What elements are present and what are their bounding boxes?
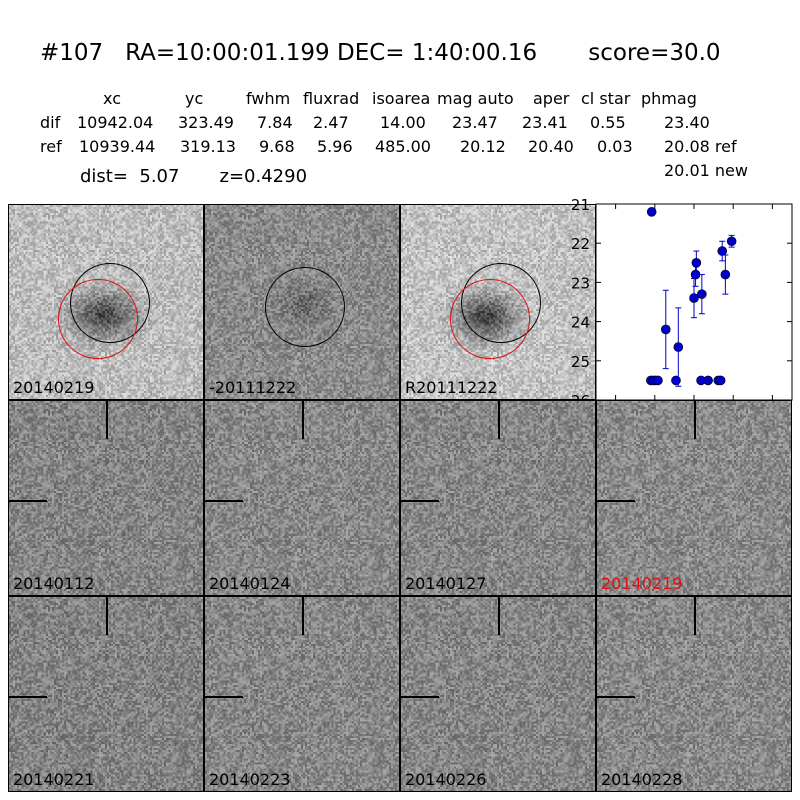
y-tick-label: 21 xyxy=(571,196,590,214)
panel-label: -20111222 xyxy=(209,378,297,397)
dif-fwhm: 7.84 xyxy=(257,113,293,132)
panel-label: 20140226 xyxy=(405,770,487,789)
data-point xyxy=(671,375,681,386)
crosshair-vertical xyxy=(694,597,696,635)
col-header-mag-auto: mag auto xyxy=(437,89,514,108)
epoch-stamp: 20140223 xyxy=(204,596,400,792)
panel-label: 20140228 xyxy=(601,770,683,789)
dif-xc: 10942.04 xyxy=(77,113,154,132)
ref-xc: 10939.44 xyxy=(79,137,156,156)
ref-aper: 20.40 xyxy=(528,137,574,156)
ref-phmag: 20.08 ref xyxy=(664,137,737,156)
crosshair-vertical xyxy=(106,597,108,635)
dif-yc: 323.49 xyxy=(178,113,234,132)
col-header-cl-star: cl star xyxy=(581,89,631,108)
stamp-image xyxy=(597,401,791,595)
epoch-stamp: 20140112 xyxy=(8,400,204,596)
panel-label: 20140124 xyxy=(209,574,291,593)
data-point xyxy=(646,207,657,217)
detection-circle xyxy=(265,267,345,347)
epoch-stamp: 20140124 xyxy=(204,400,400,596)
col-header-isoarea: isoarea xyxy=(372,89,431,108)
crosshair-vertical xyxy=(694,401,696,439)
data-point xyxy=(697,289,707,299)
ref-mag-auto: 20.12 xyxy=(460,137,506,156)
host-circle xyxy=(450,279,530,359)
dist-redshift-line: dist= 5.07 z=0.4290 xyxy=(80,166,308,187)
col-header-yc: yc xyxy=(185,89,204,108)
dif-cl-star: 0.55 xyxy=(590,113,626,132)
col-header-xc: xc xyxy=(103,89,121,108)
col-header-phmag: phmag xyxy=(641,89,697,108)
data-point xyxy=(691,257,702,268)
data-point xyxy=(689,293,699,303)
crosshair-vertical xyxy=(302,401,304,439)
candidate-title: #107 RA=10:00:01.199 DEC= 1:40:00.16 sco… xyxy=(40,40,721,66)
crosshair-horizontal xyxy=(9,696,47,698)
crosshair-vertical xyxy=(106,401,108,439)
crosshair-vertical xyxy=(302,597,304,635)
col-header-fluxrad: fluxrad xyxy=(303,89,360,108)
stamp-image xyxy=(9,401,203,595)
panel-label: 20140223 xyxy=(209,770,291,789)
dif-aper: 23.41 xyxy=(522,113,568,132)
data-point xyxy=(703,375,713,386)
crosshair-horizontal xyxy=(401,696,439,698)
panel-label: 20140221 xyxy=(13,770,95,789)
epoch-stamp: 20140228 xyxy=(596,596,792,792)
ref-yc: 319.13 xyxy=(180,137,236,156)
row-label-ref: ref xyxy=(40,137,62,156)
row-label-dif: dif xyxy=(40,113,61,132)
stamp-reference-image: R20111222 xyxy=(400,204,596,400)
data-point xyxy=(653,375,663,386)
ref-cl-star: 0.03 xyxy=(597,137,633,156)
stamp-new-image: 20140219 xyxy=(8,204,204,400)
dif-phmag: 23.40 xyxy=(664,113,710,132)
stamp-image xyxy=(205,401,399,595)
epoch-stamp: 20140226 xyxy=(400,596,596,792)
panel-label: 20140112 xyxy=(13,574,95,593)
y-tick-label: 24 xyxy=(571,314,590,332)
ref-fwhm: 9.68 xyxy=(259,137,295,156)
panel-label-highlighted: 20140219 xyxy=(601,574,683,593)
panel-label: 20140127 xyxy=(405,574,487,593)
data-point xyxy=(673,342,684,352)
epoch-stamp-current: 20140219 xyxy=(596,400,792,596)
y-tick-label: 25 xyxy=(571,353,590,371)
y-tick-label: 22 xyxy=(571,235,590,253)
crosshair-horizontal xyxy=(597,500,635,502)
dif-fluxrad: 2.47 xyxy=(313,113,349,132)
ref-isoarea: 485.00 xyxy=(375,137,431,156)
data-point xyxy=(660,324,671,335)
panel-label: R20111222 xyxy=(405,378,498,397)
dif-mag-auto: 23.47 xyxy=(452,113,498,132)
epoch-stamp: 20140221 xyxy=(8,596,204,792)
data-point xyxy=(717,246,728,256)
dif-isoarea: 14.00 xyxy=(380,113,426,132)
host-circle xyxy=(58,279,138,359)
data-point xyxy=(715,375,726,386)
crosshair-horizontal xyxy=(401,500,439,502)
stamp-difference-image: -20111222 xyxy=(204,204,400,400)
data-point xyxy=(726,236,737,247)
new-phmag: 20.01 new xyxy=(664,161,748,180)
data-point xyxy=(720,269,731,280)
crosshair-horizontal xyxy=(205,500,243,502)
col-header-aper: aper xyxy=(533,89,570,108)
y-tick-label: 23 xyxy=(571,274,590,292)
epoch-stamp: 20140127 xyxy=(400,400,596,596)
light-curve-panel: 212223242526−100−50050100 xyxy=(571,196,793,424)
ref-fluxrad: 5.96 xyxy=(317,137,353,156)
crosshair-horizontal xyxy=(597,696,635,698)
crosshair-horizontal xyxy=(205,696,243,698)
crosshair-horizontal xyxy=(9,500,47,502)
crosshair-vertical xyxy=(498,597,500,635)
light-curve-chart: 212223242526−100−50050100 xyxy=(571,196,793,424)
col-header-fwhm: fwhm xyxy=(246,89,291,108)
crosshair-vertical xyxy=(498,401,500,439)
panel-label: 20140219 xyxy=(13,378,95,397)
